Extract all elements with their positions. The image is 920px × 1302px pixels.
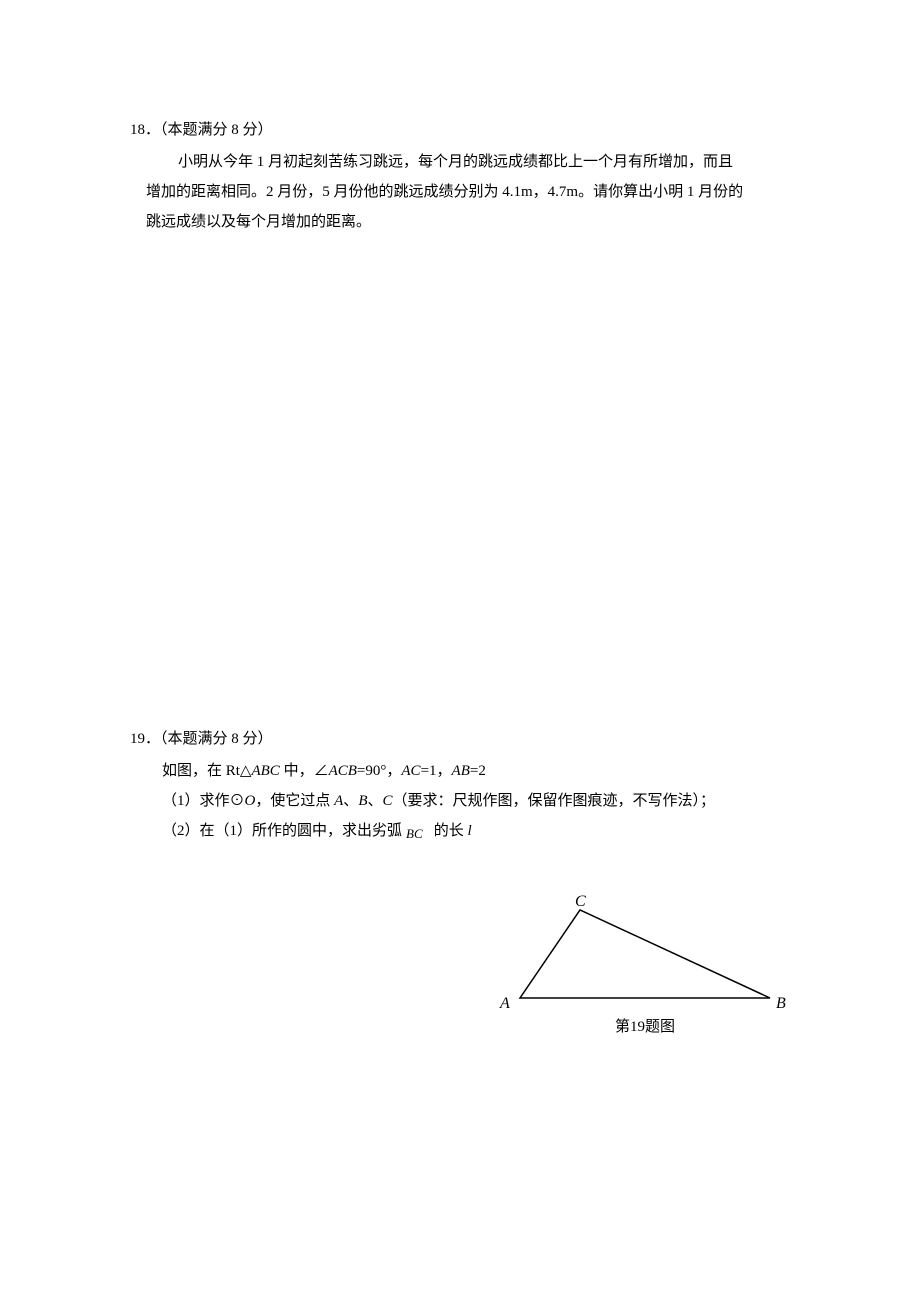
q19-s1-c: C xyxy=(383,793,393,809)
q19-intro-mid1: 中，∠ xyxy=(280,763,329,779)
question-19: 19．（本题满分 8 分） 如图，在 Rt△ABC 中，∠ACB=90°，AC=… xyxy=(130,724,790,1042)
q19-header-suffix: （本题满分 8 分） xyxy=(160,731,273,747)
q19-header: 19．（本题满分 8 分） xyxy=(130,724,790,754)
q19-s1-pre: （1）求作⊙ xyxy=(162,793,245,809)
q19-intro: 如图，在 Rt△ABC 中，∠ACB=90°，AC=1，AB=2 xyxy=(130,756,790,786)
q19-bc-arc: BC xyxy=(406,821,423,847)
q19-ab: AB xyxy=(452,763,470,779)
q19-eq90: =90°， xyxy=(357,763,401,779)
q19-eq2: =2 xyxy=(470,763,486,779)
q19-sub1: （1）求作⊙O，使它过点 A、B、C（要求：尺规作图，保留作图痕迹，不写作法）； xyxy=(130,786,790,816)
q19-intro-pre: 如图，在 Rt△ xyxy=(162,763,251,779)
q19-ac: AC xyxy=(401,763,420,779)
q19-s1-sep2: 、 xyxy=(367,793,382,809)
figure-caption: 第19题图 xyxy=(500,1012,790,1042)
triangle-svg xyxy=(500,898,790,1008)
q19-s1-a: A xyxy=(334,793,343,809)
q18-line1: 小明从今年 1 月初起刻苦练习跳远，每个月的跳远成绩都比上一个月有所增加，而且 xyxy=(130,147,790,177)
vertex-c: C xyxy=(575,886,586,918)
q18-number: 18． xyxy=(130,122,160,138)
q18-line2: 增加的距离相同。2 月份，5 月份他的跳远成绩分别为 4.1m，4.7m。请你算… xyxy=(130,177,790,207)
triangle-shape xyxy=(520,910,770,998)
q18-line3: 跳远成绩以及每个月增加的距离。 xyxy=(130,207,790,237)
q19-figure: A B C 第19题图 xyxy=(500,898,790,1042)
q19-acb: ACB xyxy=(329,763,357,779)
q19-abc: ABC xyxy=(251,763,279,779)
q18-header-suffix: （本题满分 8 分） xyxy=(160,122,273,138)
vertex-a: A xyxy=(500,988,510,1020)
q19-s2-mid: 的长 xyxy=(430,823,468,839)
q19-figure-area: A B C 第19题图 xyxy=(130,898,790,1042)
q19-s1-mid: ，使它过点 xyxy=(255,793,334,809)
q19-number: 19． xyxy=(130,731,160,747)
q19-s2-l: l xyxy=(468,823,472,839)
spacer xyxy=(130,237,790,724)
q18-header: 18．（本题满分 8 分） xyxy=(130,115,790,145)
question-18: 18．（本题满分 8 分） 小明从今年 1 月初起刻苦练习跳远，每个月的跳远成绩… xyxy=(130,115,790,237)
q19-eq1: =1， xyxy=(421,763,452,779)
q19-s2-pre: （2）在（1）所作的圆中，求出劣弧 xyxy=(162,823,402,839)
q19-sub2: （2）在（1）所作的圆中，求出劣弧BC 的长 l xyxy=(130,816,790,846)
q19-s1-tail: （要求：尺规作图，保留作图痕迹，不写作法）； xyxy=(393,793,716,809)
q19-s1-o: O xyxy=(245,793,256,809)
q19-s1-sep1: 、 xyxy=(343,793,358,809)
vertex-b: B xyxy=(776,988,786,1020)
